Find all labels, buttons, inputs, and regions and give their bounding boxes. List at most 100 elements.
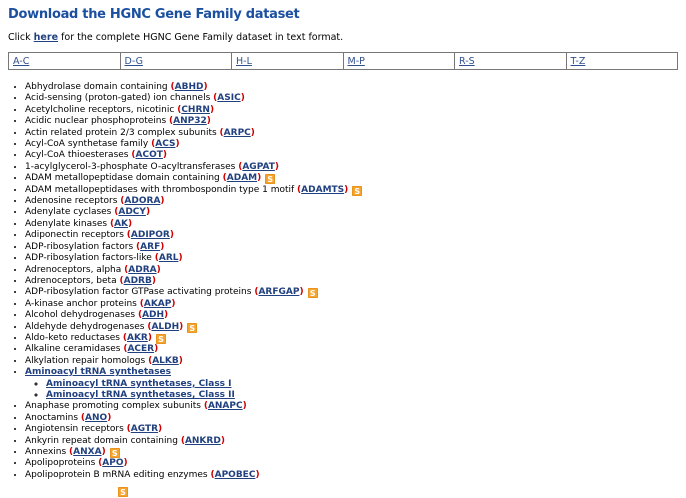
nav-link-d-g[interactable]: D-G — [124, 55, 143, 67]
symbol-paren-close: ) — [128, 218, 133, 229]
family-sublist: Aminoacyl tRNA synthetases, Class IAmino… — [25, 379, 678, 402]
symbol-paren-close: ) — [257, 173, 262, 184]
family-link[interactable]: Aminoacyl tRNA synthetases, Class I — [46, 378, 232, 389]
family-name: Actin related protein 2/3 complex subuni… — [25, 127, 217, 138]
family-symbol-link[interactable]: ANP32 — [173, 116, 207, 127]
family-name: ADP-ribosylation factors — [25, 241, 134, 252]
family-symbol-link[interactable]: ACOT — [135, 150, 163, 161]
family-symbol-link[interactable]: ANO — [85, 412, 108, 423]
family-name: Anaphase promoting complex subunits — [25, 401, 201, 412]
family-symbol-link[interactable]: ADRA — [128, 264, 157, 275]
family-symbol-link[interactable]: AKR — [126, 332, 148, 343]
family-symbol-link[interactable]: ANXA — [73, 447, 102, 457]
symbol-paren-open: ( — [213, 93, 218, 104]
specialist-badge[interactable]: S — [265, 174, 276, 185]
family-subitem: Aminoacyl tRNA synthetases, Class II — [46, 390, 678, 401]
symbol-paren-open: ( — [169, 116, 174, 127]
family-symbol-link[interactable]: ADAM — [226, 173, 258, 184]
family-symbol-link[interactable]: ASIC — [217, 93, 241, 104]
specialist-badge[interactable]: S — [109, 448, 120, 458]
symbol-paren-open: ( — [122, 332, 127, 343]
symbol-paren-open: ( — [151, 139, 156, 150]
family-symbol-link[interactable]: CHRN — [181, 104, 210, 115]
nav-link-m-p[interactable]: M-P — [347, 55, 365, 67]
family-item: Apolipoproteins (APO) — [25, 458, 678, 469]
family-symbol-link[interactable]: ARL — [158, 253, 179, 264]
family-symbol-link[interactable]: ARF — [140, 241, 161, 252]
family-symbol-link[interactable]: AGPAT — [242, 161, 275, 172]
family-item: Anaphase promoting complex subunits (ANA… — [25, 401, 678, 412]
specialist-badge[interactable]: S — [187, 322, 198, 333]
symbol-paren-close: ) — [178, 253, 183, 264]
family-name: ADP-ribosylation factor GTPase activatin… — [25, 287, 252, 298]
alphabet-nav-table: A-C D-G H-L M-P R-S T-Z — [8, 52, 678, 70]
family-name: ADAM metallopeptidases with thrombospond… — [25, 184, 295, 195]
symbol-paren-close: ) — [169, 230, 174, 241]
family-item: Aminoacyl tRNA synthetasesAminoacyl tRNA… — [25, 367, 678, 401]
family-name: Acyl-CoA synthetase family — [25, 139, 149, 150]
family-symbol-link[interactable]: ACER — [127, 344, 155, 355]
family-symbol-link[interactable]: ALDH — [151, 321, 180, 332]
family-item: Abhydrolase domain containing (ABHD) — [25, 82, 678, 93]
family-item: Alcohol dehydrogenases (ADH) — [25, 310, 678, 321]
family-symbol-link[interactable]: ARFGAP — [258, 287, 300, 298]
symbol-paren-close: ) — [151, 275, 156, 286]
family-symbol-link[interactable]: AK — [114, 218, 129, 229]
symbol-paren-close: ) — [220, 435, 225, 446]
family-name: Angiotensin receptors — [25, 424, 124, 435]
symbol-paren-open: ( — [114, 207, 119, 218]
family-name: Acetylcholine receptors, nicotinic — [25, 104, 175, 115]
family-symbol-link[interactable]: ARPC — [223, 127, 251, 138]
symbol-paren-open: ( — [297, 184, 302, 195]
symbol-paren-open: ( — [120, 196, 125, 207]
family-symbol-link[interactable]: ABHD — [174, 82, 204, 92]
family-name: 1-acylglycerol-3-phosphate O-acyltransfe… — [25, 161, 236, 172]
cutoff-specialist-badge[interactable]: S — [118, 487, 128, 497]
specialist-badge[interactable]: S — [307, 288, 318, 299]
family-subitem: Aminoacyl tRNA synthetases, Class I — [46, 379, 678, 390]
family-name: Alkylation repair homologs — [25, 355, 146, 366]
nav-link-r-s[interactable]: R-S — [459, 55, 475, 67]
symbol-paren-close: ) — [344, 184, 349, 195]
family-symbol-link[interactable]: ADRB — [123, 275, 152, 286]
nav-link-h-l[interactable]: H-L — [236, 55, 252, 67]
family-symbol-link[interactable]: ADH — [142, 310, 165, 321]
family-name: ADAM metallopeptidase domain containing — [25, 173, 220, 184]
symbol-paren-close: ) — [175, 139, 180, 150]
family-name: Apolipoproteins — [25, 458, 96, 469]
specialist-badge[interactable]: S — [352, 185, 363, 196]
family-symbol-link[interactable]: ALKB — [152, 355, 179, 366]
family-item: Aldo-keto reductases (AKR)S — [25, 333, 678, 344]
family-symbol-link[interactable]: ADORA — [124, 196, 161, 207]
symbol-paren-close: ) — [145, 207, 151, 218]
symbol-paren-open: ( — [210, 469, 215, 480]
symbol-paren-open: ( — [154, 253, 159, 264]
page-title: Download the HGNC Gene Family dataset — [8, 7, 300, 22]
family-symbol-link[interactable]: APO — [102, 458, 124, 469]
family-symbol-link[interactable]: APOBEC — [214, 469, 256, 480]
family-name: Aldehyde dehydrogenases — [25, 321, 145, 332]
symbol-paren-open: ( — [69, 447, 74, 457]
family-symbol-link[interactable]: ADIPOR — [130, 230, 170, 241]
family-link[interactable]: Aminoacyl tRNA synthetases — [25, 367, 172, 378]
family-item: Adenosine receptors (ADORA) — [25, 196, 678, 207]
nav-link-a-c[interactable]: A-C — [13, 55, 30, 67]
family-symbol-link[interactable]: ANKRD — [184, 435, 221, 446]
family-name: Adenylate cyclases — [25, 207, 112, 218]
family-symbol-link[interactable]: AKAP — [143, 298, 172, 309]
family-symbol-link[interactable]: ADAMTS — [301, 184, 345, 195]
family-item: ADP-ribosylation factor GTPase activatin… — [25, 287, 678, 299]
specialist-badge[interactable]: S — [155, 333, 166, 344]
family-symbol-link[interactable]: ANAPC — [207, 401, 243, 412]
family-symbol-link[interactable]: ACS — [155, 139, 176, 150]
family-item: Adrenoceptors, beta (ADRB) — [25, 276, 678, 287]
nav-link-t-z[interactable]: T-Z — [570, 55, 586, 67]
family-name: Adiponectin receptors — [25, 230, 124, 241]
family-item: Adiponectin receptors (ADIPOR) — [25, 230, 678, 241]
download-here-link[interactable]: here — [33, 32, 59, 43]
symbol-paren-open: ( — [123, 344, 128, 355]
family-symbol-link[interactable]: AGTR — [130, 424, 159, 435]
symbol-paren-open: ( — [180, 435, 185, 446]
family-symbol-link[interactable]: ADCY — [118, 207, 146, 218]
family-link[interactable]: Aminoacyl tRNA synthetases, Class II — [46, 389, 235, 400]
